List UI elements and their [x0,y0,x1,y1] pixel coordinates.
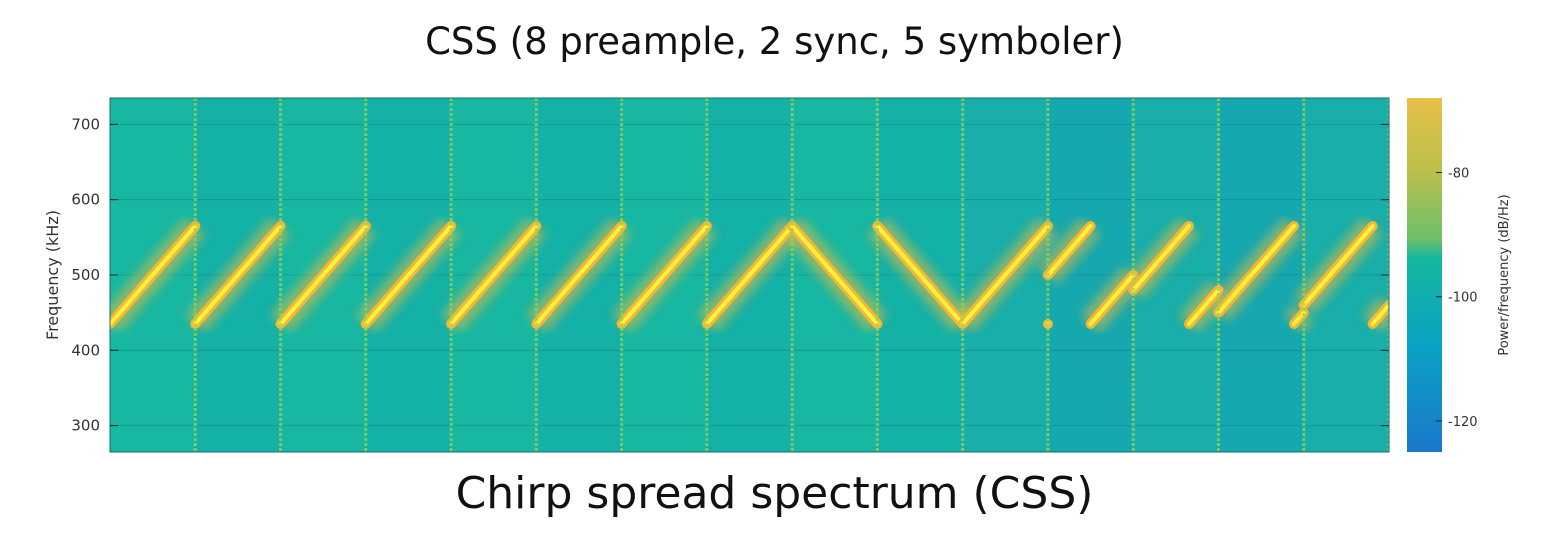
figure-caption: Chirp spread spectrum (CSS) [455,468,1094,519]
y-axis-ticks: 300 400 500 600 700 [71,115,1389,435]
symbol-boundary-spikes [193,98,1389,452]
y-tick-label: 300 [71,417,100,435]
chirp-core [534,224,624,326]
chirp-core [449,224,539,326]
background-shading [110,98,1389,452]
chirp-core [619,224,709,326]
chirp-traces [110,221,1389,329]
chirp-core [1131,224,1221,326]
chirp-core [278,224,368,326]
chirp-core [1301,224,1389,326]
colorbar-gradient [1407,98,1442,452]
chirp-core [110,224,198,326]
spectrogram-plot-area [109,97,1390,453]
chirp-core [704,224,795,326]
chirp-core [790,224,880,326]
y-tick-label: 500 [71,266,100,284]
y-axis-label: Frequency (kHz) [43,210,62,340]
colorbar-tick-label: -120 [1448,415,1478,430]
chirp-core [875,224,965,326]
chirp-core [1216,224,1306,326]
y-tick-label: 700 [71,115,100,133]
y-tick-label: 400 [71,341,100,359]
chirp-core [1045,224,1136,326]
y-tick-label: 600 [71,191,100,209]
chirp-core [193,224,283,326]
colorbar-ticks: -80 -100 -120 [1436,167,1478,430]
colorbar-tick-label: -80 [1448,167,1469,182]
colorbar-tick-label: -100 [1448,291,1478,306]
chart-title: CSS (8 preample, 2 sync, 5 symboler) [425,20,1124,63]
chirp-core [363,224,454,326]
colorbar-label: Power/frequency (dB/Hz) [1497,194,1512,355]
colorbar: -80 -100 -120 Power/frequency (dB/Hz) [1407,98,1512,452]
